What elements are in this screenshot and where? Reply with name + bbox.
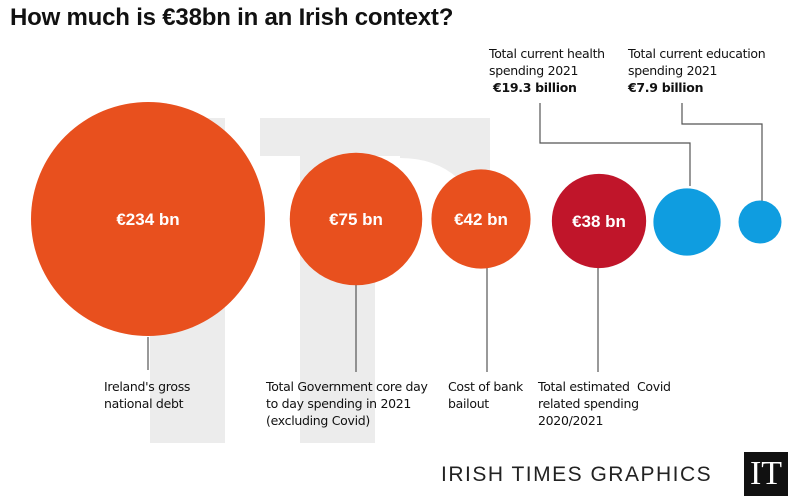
bubble-label: Total current education spending 2021 €7.… <box>628 45 766 96</box>
category-label: Total current health spending 2021 <box>489 46 605 78</box>
value-label: €234 bn <box>116 210 179 229</box>
category-label: Ireland's gross national debt <box>104 379 191 411</box>
bubble-label: Total estimated Covid related spending 2… <box>538 378 671 429</box>
category-label: Total current education spending 2021 <box>628 46 766 78</box>
bubble-5 <box>738 200 782 244</box>
bubble-1 <box>289 152 423 286</box>
value-label: €7.9 billion <box>628 80 704 95</box>
value-label: €38 bn <box>572 212 626 231</box>
leader-line <box>539 103 691 186</box>
bubble-label: Cost of bank bailout <box>448 378 523 412</box>
value-label: €75 bn <box>329 210 383 229</box>
bubble-3 <box>551 173 647 269</box>
value-label: €19.3 billion <box>489 80 577 95</box>
category-label: Cost of bank bailout <box>448 379 523 411</box>
chart-title: How much is €38bn in an Irish context? <box>10 4 454 31</box>
bubble-2 <box>431 169 531 269</box>
bubble-label: Total Government core day to day spendin… <box>266 378 428 429</box>
bubble-0 <box>31 102 265 336</box>
category-label: Total estimated Covid related spending 2… <box>538 379 671 428</box>
graphics-credit: IRISH TIMES GRAPHICS <box>441 463 713 486</box>
bubble-label: Total current health spending 2021 €19.3… <box>489 45 605 96</box>
bubble-4 <box>653 188 721 256</box>
bubble-label: Ireland's gross national debt <box>104 378 190 412</box>
leader-line <box>681 103 763 201</box>
leader-lines <box>147 103 763 372</box>
value-label: €42 bn <box>454 210 508 229</box>
irish-times-logo: IT <box>744 452 788 496</box>
category-label: Total Government core day to day spendin… <box>266 379 428 428</box>
